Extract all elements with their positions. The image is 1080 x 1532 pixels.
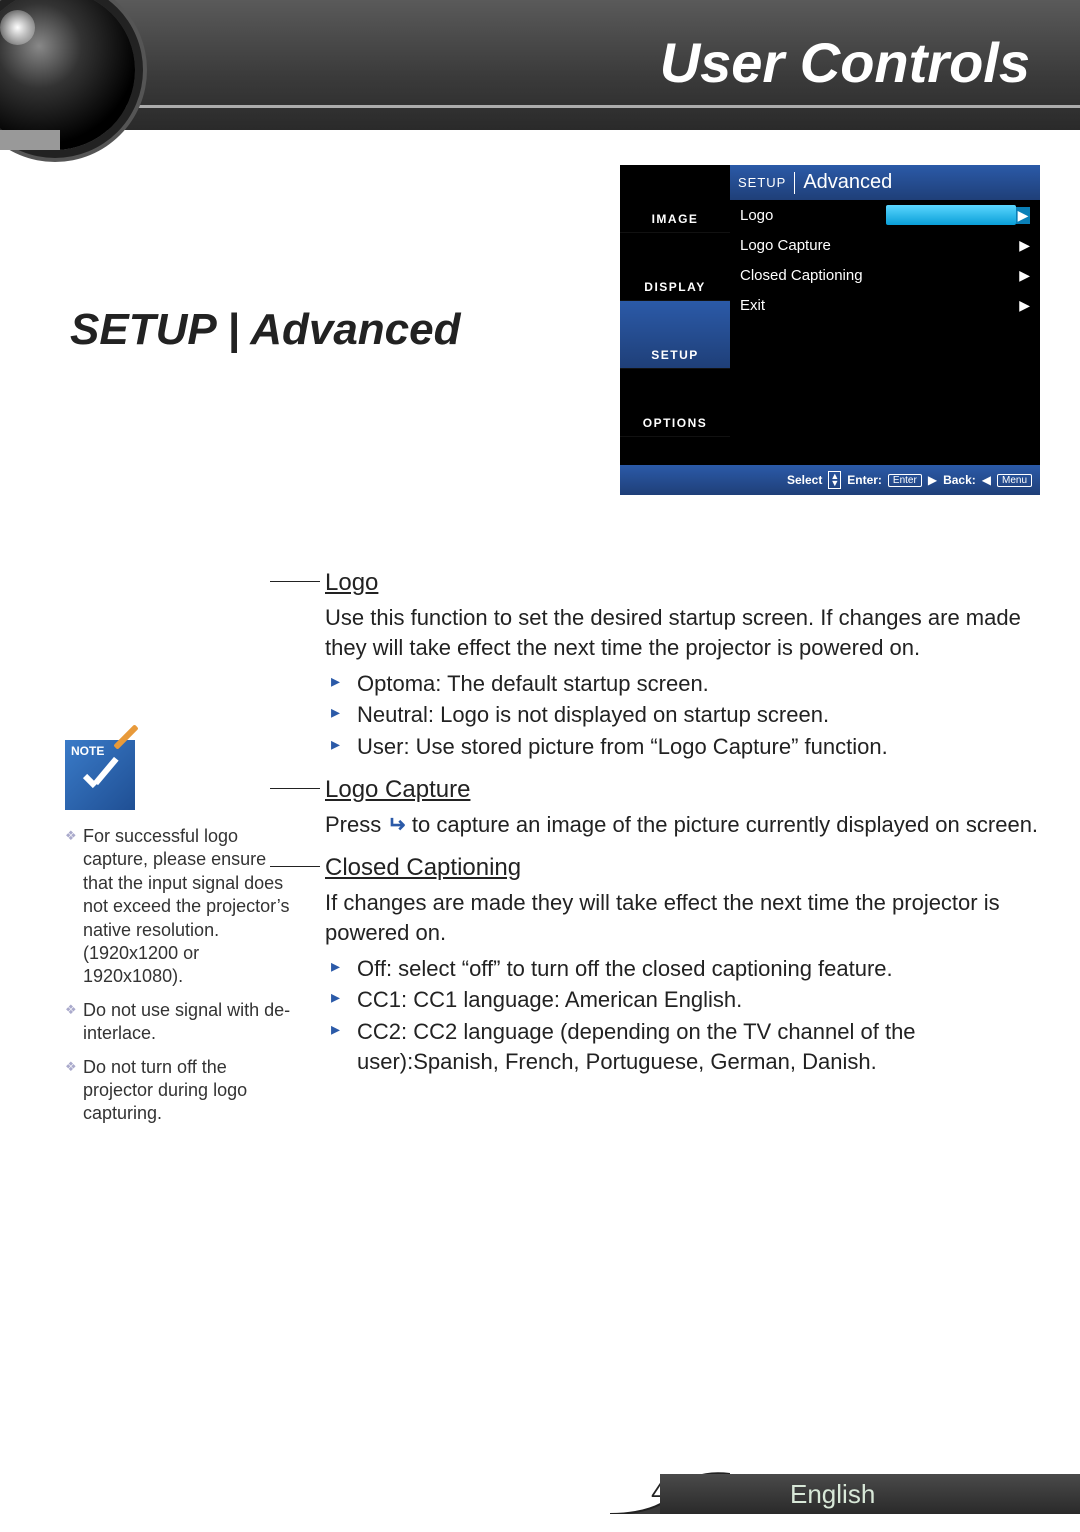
- osd-item-label: Exit: [740, 297, 765, 314]
- osd-tab-display[interactable]: DISPLAY: [620, 233, 730, 301]
- text: Press: [325, 812, 387, 837]
- note-label: NOTE: [71, 744, 104, 760]
- osd-tab-setup[interactable]: SETUP: [620, 301, 730, 369]
- osd-screenshot: IMAGE DISPLAY SETUP OPTIONS SETUP Advanc…: [620, 165, 1040, 495]
- cc-bullets: Off: select “off” to turn off the closed…: [325, 954, 1045, 1077]
- enter-arrow-icon: ↵: [387, 810, 405, 840]
- osd-enter-label: Enter:: [847, 473, 882, 487]
- page-title: SETUP | Advanced: [70, 305, 460, 355]
- header-underline: [0, 105, 1080, 108]
- list-item: CC1: CC1 language: American English.: [349, 985, 1045, 1015]
- osd-value-box: [886, 205, 1016, 225]
- cc-desc: If changes are made they will take effec…: [325, 888, 1045, 947]
- osd-item-label: Closed Captioning: [740, 267, 863, 284]
- osd-tab-options[interactable]: OPTIONS: [620, 369, 730, 437]
- play-icon: ▶: [928, 473, 937, 487]
- list-item: CC2: CC2 language (depending on the TV c…: [349, 1017, 1045, 1076]
- osd-items: Logo ▶ Logo Capture ▶ Closed Captioning …: [730, 200, 1040, 465]
- osd-item-logo[interactable]: Logo ▶: [730, 200, 1040, 230]
- osd-bc-setup: SETUP: [738, 175, 786, 190]
- enter-key-icon: Enter: [888, 474, 922, 487]
- logo-desc: Use this function to set the desired sta…: [325, 603, 1045, 662]
- section-heading-cc: Closed Captioning: [325, 852, 1045, 884]
- content-body: Logo Use this function to set the desire…: [325, 555, 1045, 1078]
- list-item: Off: select “off” to turn off the closed…: [349, 954, 1045, 984]
- osd-tabs: IMAGE DISPLAY SETUP OPTIONS: [620, 165, 730, 465]
- osd-bc-divider: [794, 172, 795, 194]
- osd-select-label: Select: [787, 473, 822, 487]
- language-label: English: [790, 1479, 875, 1510]
- note-sidebar: NOTE For successful logo capture, please…: [65, 740, 295, 1136]
- chevron-right-icon: ▶: [1019, 237, 1030, 254]
- list-item: User: Use stored picture from “Logo Capt…: [349, 732, 1045, 762]
- list-item: For successful logo capture, please ensu…: [65, 825, 295, 989]
- osd-tab-image[interactable]: IMAGE: [620, 165, 730, 233]
- osd-bc-advanced: Advanced: [803, 171, 892, 194]
- list-item: Do not turn off the projector during log…: [65, 1056, 295, 1126]
- osd-breadcrumb: SETUP Advanced: [730, 165, 1040, 200]
- osd-back-label: Back:: [943, 473, 976, 487]
- section-heading-logo: Logo: [325, 567, 1045, 599]
- chevron-right-icon: ▶: [1016, 207, 1030, 224]
- updown-icon: ▲▼: [828, 471, 841, 489]
- logo-capture-desc: Press ↵ to capture an image of the pictu…: [325, 810, 1045, 840]
- osd-footer: Select ▲▼ Enter: Enter ▶ Back: ◀ Menu: [620, 465, 1040, 495]
- list-item: Neutral: Logo is not displayed on startu…: [349, 700, 1045, 730]
- osd-item-label: Logo Capture: [740, 237, 831, 254]
- chevron-right-icon: ▶: [1019, 297, 1030, 314]
- logo-bullets: Optoma: The default startup screen. Neut…: [325, 669, 1045, 762]
- osd-item-exit[interactable]: Exit ▶: [730, 290, 1040, 320]
- note-icon: NOTE: [65, 740, 135, 810]
- page-footer: 41 English: [0, 1468, 1080, 1514]
- chevron-right-icon: ▶: [1019, 267, 1030, 284]
- text: to capture an image of the picture curre…: [406, 812, 1038, 837]
- menu-key-icon: Menu: [997, 474, 1032, 487]
- note-list: For successful logo capture, please ensu…: [65, 825, 295, 1126]
- chapter-title: User Controls: [660, 30, 1030, 95]
- osd-item-label: Logo: [740, 207, 773, 224]
- sidebar-stub: [0, 130, 60, 150]
- list-item: Do not use signal with de-interlace.: [65, 999, 295, 1046]
- osd-item-logo-capture[interactable]: Logo Capture ▶: [730, 230, 1040, 260]
- osd-item-cc[interactable]: Closed Captioning ▶: [730, 260, 1040, 290]
- section-heading-logo-capture: Logo Capture: [325, 774, 1045, 806]
- back-icon: ◀: [982, 473, 991, 487]
- check-icon: [77, 760, 122, 805]
- footer-language: English: [660, 1474, 1080, 1514]
- pen-icon: [113, 724, 138, 749]
- list-item: Optoma: The default startup screen.: [349, 669, 1045, 699]
